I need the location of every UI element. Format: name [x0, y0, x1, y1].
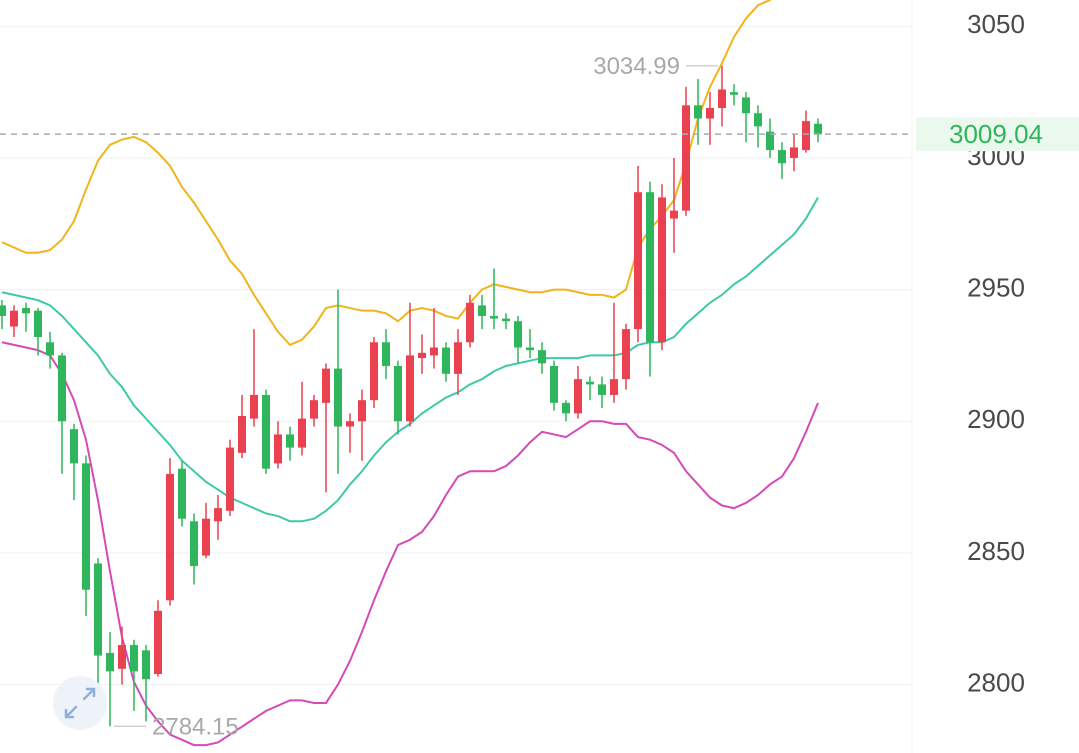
candle-body — [394, 365, 402, 422]
candle-body — [538, 350, 546, 364]
candle-body — [682, 105, 690, 211]
last-price-label: 3009.04 — [949, 119, 1043, 149]
candle-body — [0, 305, 6, 316]
y-tick-label: 2800 — [967, 667, 1025, 697]
expand-button[interactable] — [53, 676, 107, 730]
candle-body — [406, 355, 414, 422]
candle-body — [70, 429, 78, 464]
y-tick-label: 3050 — [967, 9, 1025, 39]
band-line — [1, 341, 819, 747]
candle-body — [58, 355, 66, 422]
candle-body — [478, 305, 486, 316]
candle-body — [178, 468, 186, 519]
candle-body — [718, 89, 726, 108]
candle-body — [694, 105, 702, 119]
candle-body — [322, 368, 330, 403]
candle-body — [202, 518, 210, 556]
candle-body — [94, 563, 102, 656]
candle-body — [190, 521, 198, 567]
candle-body — [298, 418, 306, 448]
candle-body — [634, 192, 642, 330]
candle-body — [646, 192, 654, 343]
low-label: 2784.15 — [152, 714, 239, 741]
candle-body — [106, 652, 114, 672]
candle-body — [754, 113, 762, 127]
candle-body — [418, 352, 426, 359]
candle-body — [778, 150, 786, 164]
candle-body — [502, 318, 510, 322]
candle-body — [442, 347, 450, 374]
candle-body — [802, 121, 810, 151]
candles — [0, 65, 822, 727]
candle-body — [34, 310, 42, 338]
candle-body — [622, 329, 630, 380]
candle-body — [262, 394, 270, 469]
candle-body — [82, 463, 90, 590]
candle-body — [130, 645, 138, 672]
candle-body — [334, 368, 342, 427]
y-tick-label: 2900 — [967, 404, 1025, 434]
candle-body — [142, 650, 150, 680]
candle-body — [562, 402, 570, 414]
candle-body — [154, 610, 162, 675]
candle-body — [742, 97, 750, 114]
candle-body — [22, 308, 30, 314]
last-price-box — [916, 117, 1079, 152]
candle-body — [226, 447, 234, 511]
candle-body — [766, 131, 774, 151]
candle-body — [274, 434, 282, 464]
candle-body — [46, 342, 54, 356]
candle-body — [454, 342, 462, 374]
candle-body — [610, 379, 618, 395]
overlay: 3009.04 3034.99 2784.15 — [0, 53, 1079, 741]
band-line — [1, 0, 772, 347]
candle-body — [166, 473, 174, 601]
candle-body — [370, 342, 378, 401]
candle-body — [730, 92, 738, 95]
candle-body — [382, 342, 390, 366]
candle-body — [346, 421, 354, 427]
expand-button-bg[interactable] — [53, 676, 107, 730]
candle-body — [814, 123, 822, 135]
candle-body — [706, 107, 714, 119]
candle-body — [526, 347, 534, 351]
high-label: 3034.99 — [593, 53, 680, 80]
candle-body — [790, 147, 798, 158]
candle-body — [670, 210, 678, 219]
candle-body — [118, 645, 126, 669]
candle-body — [214, 508, 222, 522]
candle-body — [586, 381, 594, 385]
candle-body — [250, 394, 258, 419]
candle-body — [598, 384, 606, 395]
y-tick-label: 2850 — [967, 536, 1025, 566]
candle-body — [466, 302, 474, 343]
expand-icon[interactable] — [64, 687, 96, 719]
candle-body — [238, 415, 246, 453]
candle-body — [286, 434, 294, 448]
candle-body — [310, 400, 318, 419]
candle-body — [550, 365, 558, 403]
candle-body — [358, 400, 366, 422]
candle-body — [430, 347, 438, 356]
candle-body — [574, 379, 582, 414]
y-tick-label: 2950 — [967, 272, 1025, 302]
candle-body — [490, 315, 498, 319]
candle-body — [10, 310, 18, 327]
candle-body — [658, 197, 666, 343]
candle-body — [514, 321, 522, 348]
